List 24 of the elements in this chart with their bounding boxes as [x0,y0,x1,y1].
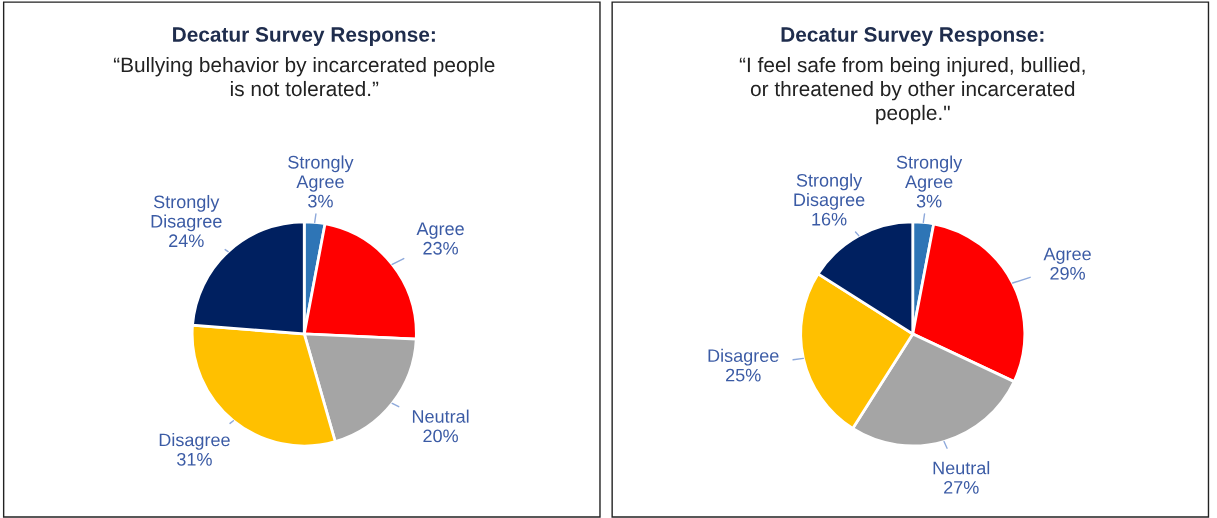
slice-label: Neutral [412,409,469,423]
data-label: 27% [944,481,979,494]
chart-title: Decatur Survey Response: [173,27,435,46]
slice-label: Disagree [708,348,779,366]
slice-label: Strongly Agree [896,155,963,192]
chart-subtitle: “Bullying behavior by incarcerated people is not tolerated.” [113,56,495,97]
slice-label: Strongly Agree [288,155,354,192]
data-label: 25% [726,368,761,382]
chart-subtitle: “I feel safe from being injured, bullied, or threatened by other incarcerated people." [739,56,1085,125]
slice-label: Agree [416,222,464,239]
data-label: 29% [1050,266,1085,280]
data-label: 31% [177,452,212,466]
data-label: 20% [423,429,458,443]
slice-label: Agree [1043,247,1091,264]
data-label: 24% [169,234,204,248]
data-label: 23% [423,241,458,255]
slice-label: Neutral [933,461,990,475]
slice-label: Strongly Disagree [794,173,865,210]
slice-label: Strongly Disagree [151,194,222,232]
data-label: 3% [308,194,333,208]
chart-title: Decatur Survey Response: [781,27,1044,46]
data-label: 3% [916,194,942,208]
data-label: 16% [812,212,847,226]
slice-label: Disagree [159,433,230,450]
